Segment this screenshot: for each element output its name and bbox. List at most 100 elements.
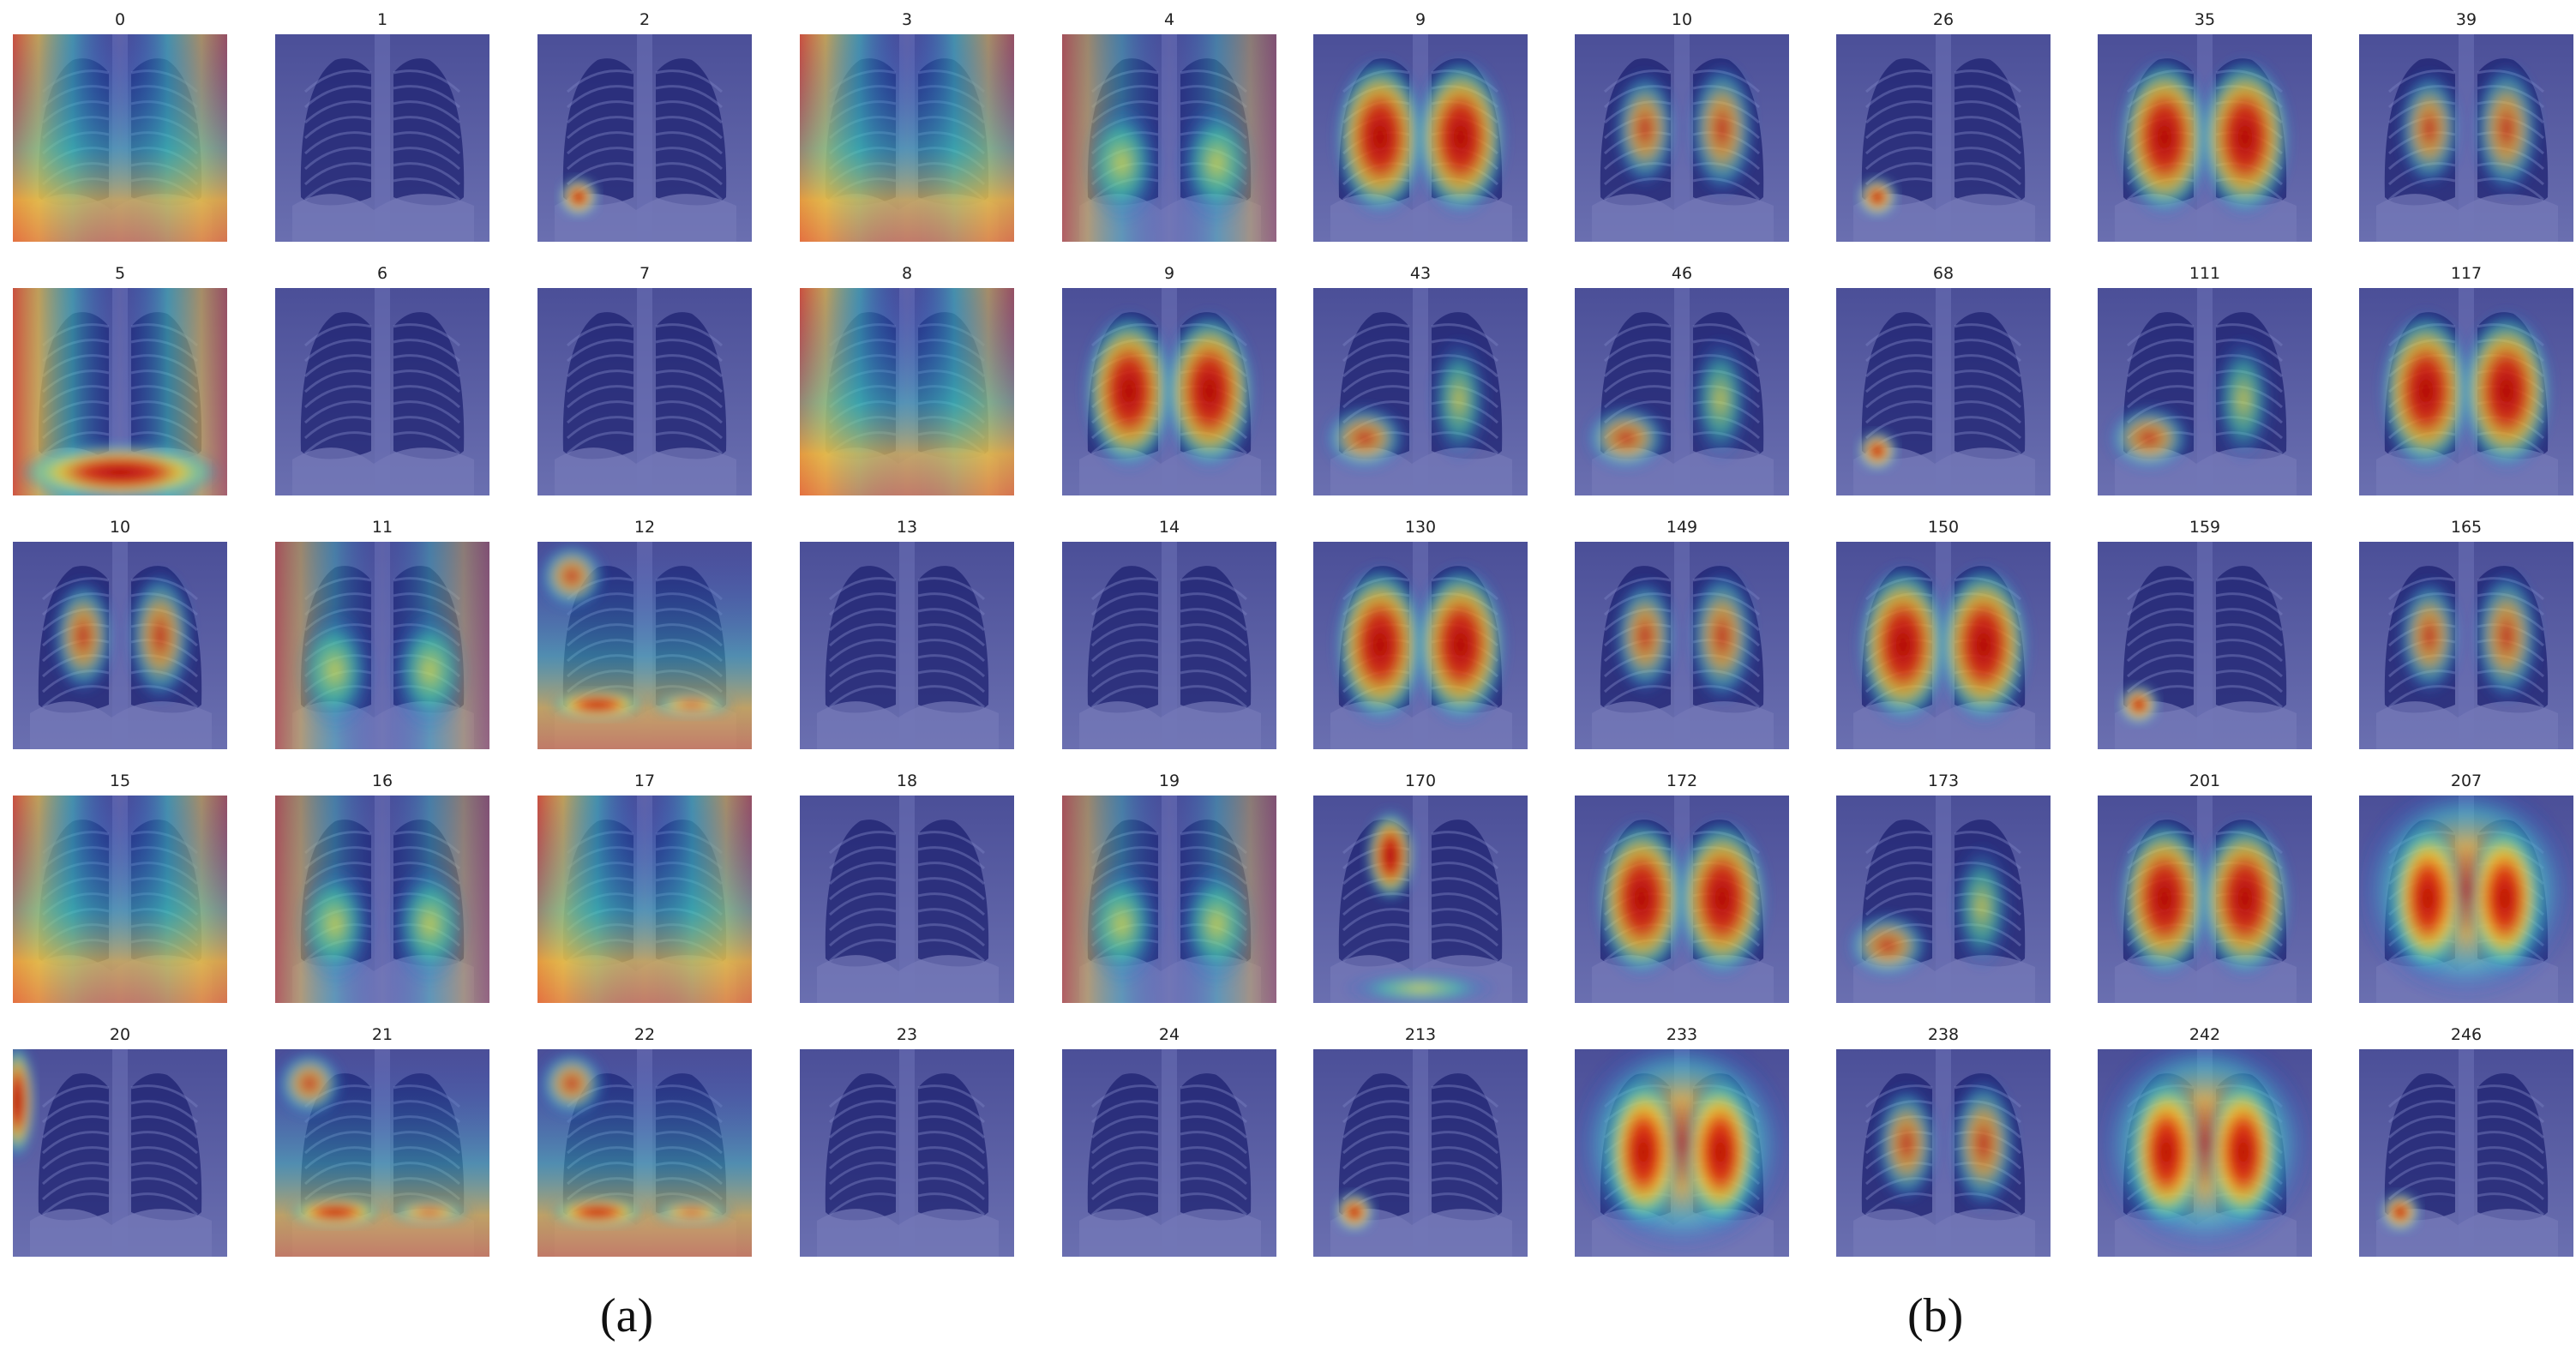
xray-heatmap-image — [800, 796, 1014, 1003]
xray-heatmap-image — [1313, 1049, 1528, 1257]
tile-index-label: 13 — [896, 518, 918, 537]
tile-index-label: 1 — [376, 10, 388, 29]
xray-heatmap-image — [275, 542, 489, 749]
heatmap-tile-b-233: 233 — [1575, 1025, 1789, 1257]
heatmap-tile-b-246: 246 — [2359, 1025, 2573, 1257]
tile-index-label: 68 — [1932, 264, 1955, 283]
xray-heatmap-image — [1575, 542, 1789, 749]
xray-heatmap-image — [800, 1049, 1014, 1257]
tile-index-label: 23 — [896, 1025, 918, 1044]
heatmap-tile-a-16: 16 — [275, 772, 489, 1003]
xray-heatmap-image — [1575, 1049, 1789, 1257]
heatmap-tile-a-17: 17 — [537, 772, 752, 1003]
heatmap-tile-a-14: 14 — [1062, 518, 1276, 749]
tile-index-label: 19 — [1158, 772, 1180, 790]
xray-heatmap-image — [1575, 796, 1789, 1003]
tile-index-label: 21 — [371, 1025, 393, 1044]
tile-index-label: 207 — [2450, 772, 2483, 790]
tile-index-label: 17 — [633, 772, 656, 790]
panel-label-a: (a) — [600, 1289, 654, 1342]
xray-heatmap-image — [13, 34, 227, 242]
heatmap-tile-a-13: 13 — [800, 518, 1014, 749]
heatmap-tile-b-39: 39 — [2359, 10, 2573, 242]
tile-index-label: 43 — [1409, 264, 1432, 283]
tile-index-label: 5 — [114, 264, 126, 283]
xray-heatmap-image — [2359, 542, 2573, 749]
heatmap-tile-a-9: 9 — [1062, 264, 1276, 495]
xray-heatmap-image — [537, 34, 752, 242]
tile-index-label: 26 — [1932, 10, 1955, 29]
heatmap-tile-b-111: 111 — [2098, 264, 2312, 495]
xray-heatmap-image — [800, 542, 1014, 749]
heatmap-tile-a-23: 23 — [800, 1025, 1014, 1257]
xray-heatmap-image — [13, 796, 227, 1003]
xray-heatmap-image — [537, 542, 752, 749]
xray-heatmap-image — [537, 1049, 752, 1257]
heatmap-tile-b-68: 68 — [1836, 264, 2051, 495]
heatmap-tile-a-8: 8 — [800, 264, 1014, 495]
tile-index-label: 149 — [1666, 518, 1698, 537]
heatmap-tile-b-149: 149 — [1575, 518, 1789, 749]
tile-index-label: 22 — [633, 1025, 656, 1044]
tile-index-label: 24 — [1158, 1025, 1180, 1044]
heatmap-tile-b-238: 238 — [1836, 1025, 2051, 1257]
tile-index-label: 35 — [2194, 10, 2216, 29]
xray-heatmap-image — [2359, 34, 2573, 242]
tile-index-label: 111 — [2189, 264, 2221, 283]
heatmap-tile-a-11: 11 — [275, 518, 489, 749]
tile-index-label: 11 — [371, 518, 393, 537]
heatmap-tile-a-1: 1 — [275, 10, 489, 242]
heatmap-tile-b-35: 35 — [2098, 10, 2312, 242]
xray-heatmap-image — [275, 796, 489, 1003]
tile-index-label: 2 — [639, 10, 651, 29]
xray-heatmap-image — [1313, 542, 1528, 749]
tile-index-label: 117 — [2450, 264, 2483, 283]
heatmap-tile-b-46: 46 — [1575, 264, 1789, 495]
tile-index-label: 0 — [114, 10, 126, 29]
xray-heatmap-image — [13, 1049, 227, 1257]
heatmap-tile-b-43: 43 — [1313, 264, 1528, 495]
heatmap-tile-a-20: 20 — [13, 1025, 227, 1257]
xray-heatmap-image — [1836, 34, 2051, 242]
xray-heatmap-image — [1062, 288, 1276, 495]
xray-heatmap-image — [1836, 542, 2051, 749]
xray-heatmap-image — [1836, 796, 2051, 1003]
xray-heatmap-image — [2359, 1049, 2573, 1257]
heatmap-tile-b-9: 9 — [1313, 10, 1528, 242]
xray-heatmap-image — [800, 288, 1014, 495]
tile-index-label: 10 — [1671, 10, 1693, 29]
tile-index-label: 16 — [371, 772, 393, 790]
tile-index-label: 159 — [2189, 518, 2221, 537]
xray-heatmap-image — [1575, 288, 1789, 495]
heatmap-tile-b-130: 130 — [1313, 518, 1528, 749]
xray-heatmap-image — [2359, 796, 2573, 1003]
tile-index-label: 233 — [1666, 1025, 1698, 1044]
xray-heatmap-image — [537, 796, 752, 1003]
heatmap-tile-a-18: 18 — [800, 772, 1014, 1003]
heatmap-tile-a-0: 0 — [13, 10, 227, 242]
tile-index-label: 12 — [633, 518, 656, 537]
tile-index-label: 6 — [376, 264, 388, 283]
xray-heatmap-image — [1313, 34, 1528, 242]
xray-heatmap-image — [537, 288, 752, 495]
heatmap-tile-a-21: 21 — [275, 1025, 489, 1257]
tile-index-label: 3 — [901, 10, 913, 29]
heatmap-tile-b-173: 173 — [1836, 772, 2051, 1003]
tile-index-label: 170 — [1404, 772, 1437, 790]
tile-index-label: 130 — [1404, 518, 1437, 537]
tile-index-label: 165 — [2450, 518, 2483, 537]
xray-heatmap-image — [2098, 796, 2312, 1003]
xray-heatmap-image — [1313, 288, 1528, 495]
heatmap-tile-a-15: 15 — [13, 772, 227, 1003]
tile-index-label: 8 — [901, 264, 913, 283]
xray-heatmap-image — [1062, 34, 1276, 242]
heatmap-tile-b-150: 150 — [1836, 518, 2051, 749]
heatmap-tile-b-172: 172 — [1575, 772, 1789, 1003]
xray-heatmap-image — [2098, 34, 2312, 242]
heatmap-tile-a-10: 10 — [13, 518, 227, 749]
tile-index-label: 15 — [109, 772, 131, 790]
tile-index-label: 18 — [896, 772, 918, 790]
heatmap-tile-b-170: 170 — [1313, 772, 1528, 1003]
xray-heatmap-image — [275, 34, 489, 242]
